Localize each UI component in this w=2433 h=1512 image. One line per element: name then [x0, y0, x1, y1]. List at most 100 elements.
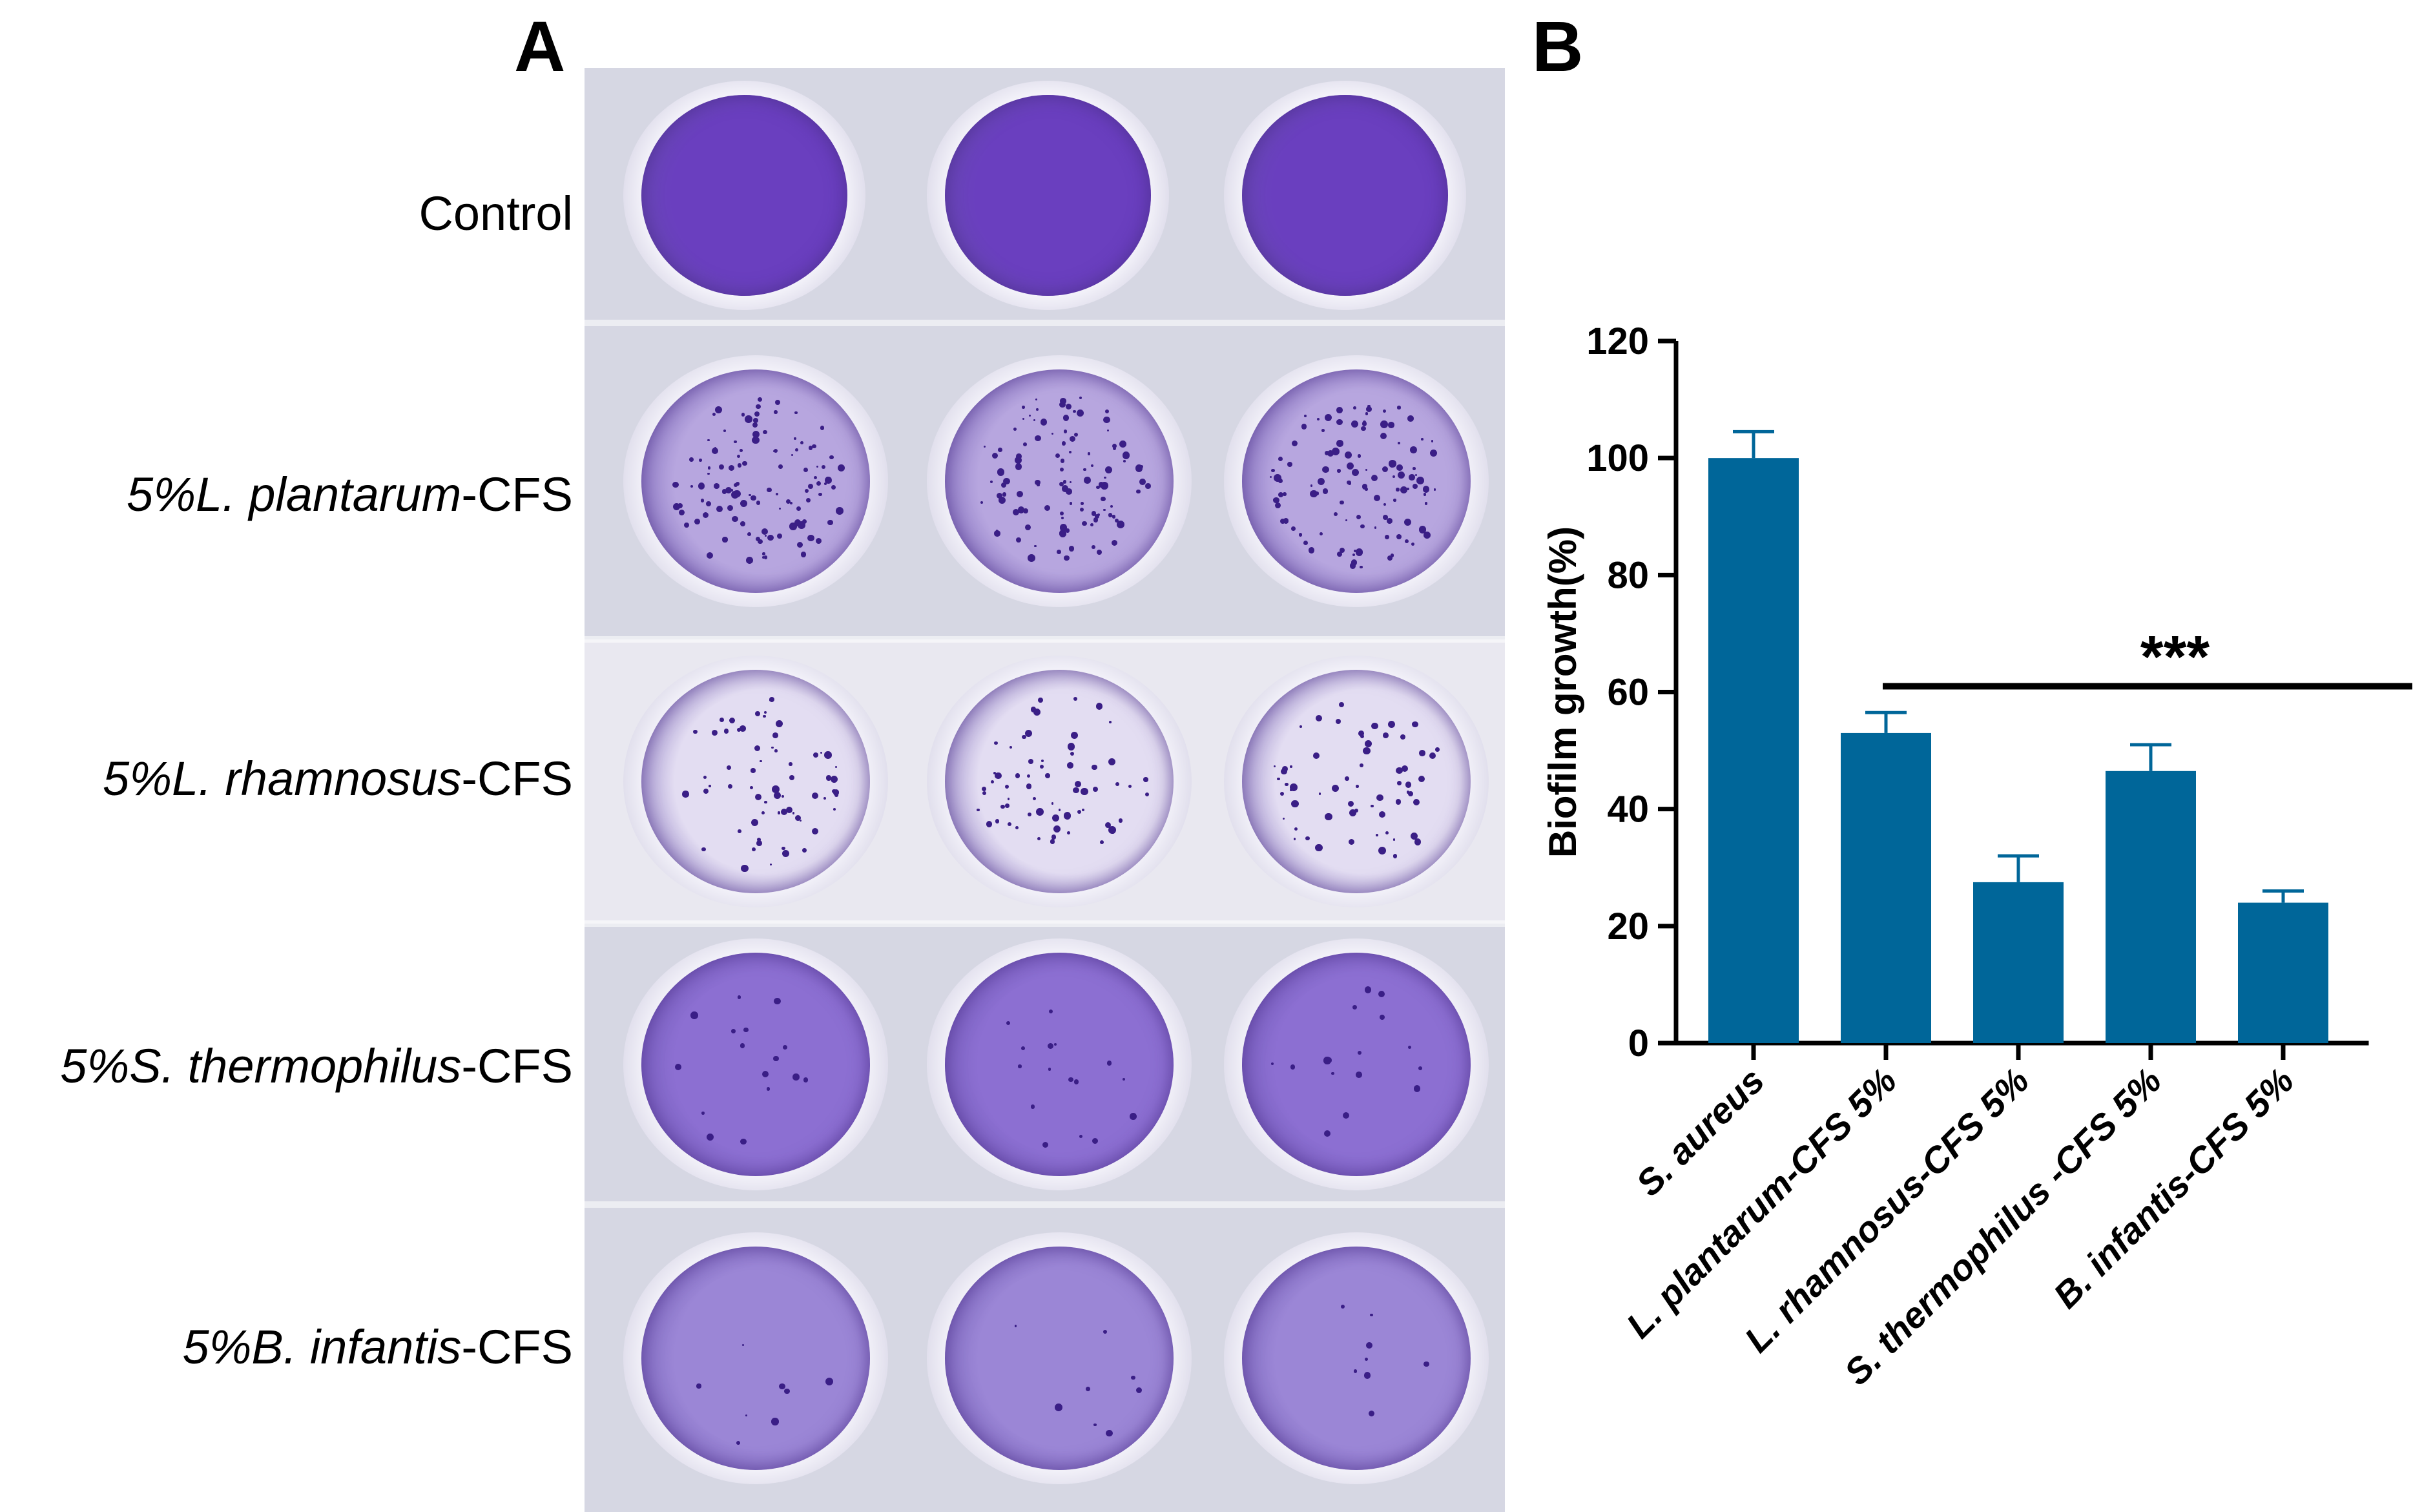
- biofilm-spot: [1059, 524, 1068, 532]
- biofilm-spot: [751, 819, 759, 827]
- biofilm-spot: [1353, 1369, 1358, 1373]
- biofilm-spot: [1073, 787, 1079, 794]
- biofilm-spot: [1348, 839, 1354, 845]
- biofilm-spot: [728, 464, 735, 471]
- biofilm-spot: [1380, 420, 1388, 428]
- biofilm-spot: [761, 555, 765, 559]
- biofilm-spot: [1435, 747, 1440, 752]
- row-label: Control: [419, 186, 573, 241]
- biofilm-spot: [1310, 484, 1313, 487]
- row-label-species: B. infantis: [251, 1320, 462, 1374]
- biofilm-spot: [1299, 725, 1302, 728]
- biofilm-spot: [1316, 715, 1323, 722]
- plate-well: [623, 938, 888, 1190]
- biofilm-spot: [1349, 809, 1357, 816]
- biofilm-spot: [1346, 462, 1354, 470]
- biofilm-spot: [1022, 442, 1027, 446]
- biofilm-spot: [1281, 768, 1287, 775]
- biofilm-spot: [778, 464, 783, 469]
- x-tick-label: L. plantarum-CFS 5%: [1619, 1060, 1905, 1346]
- biofilm-spot: [1143, 777, 1148, 782]
- biofilm-spot: [1101, 482, 1108, 490]
- biofilm-spot: [994, 530, 1000, 537]
- biofilm-spot: [1365, 488, 1369, 491]
- biofilm-spot: [1337, 552, 1343, 557]
- biofilm-spot: [1318, 792, 1321, 795]
- biofilm-spot: [1123, 460, 1126, 463]
- biofilm-spot: [1104, 476, 1106, 479]
- photo-divider: [585, 920, 1505, 927]
- biofilm-spot: [1270, 1062, 1274, 1066]
- biofilm-spot: [1315, 844, 1323, 852]
- biofilm-spot: [756, 404, 761, 409]
- plate-row-band: [585, 924, 1505, 1205]
- biofilm-spot: [1360, 734, 1364, 739]
- biofilm-spot: [1059, 467, 1064, 471]
- biofilm-spot: [1364, 1358, 1369, 1362]
- biofilm-spot: [672, 503, 680, 511]
- biofilm-spot: [831, 775, 838, 783]
- biofilm-spot: [1034, 544, 1037, 548]
- biofilm-spot: [1397, 781, 1402, 785]
- biofilm-spot: [775, 720, 783, 728]
- biofilm-spot: [766, 1087, 771, 1091]
- plate-well: [623, 81, 865, 310]
- biofilm-spot: [1393, 475, 1396, 479]
- biofilm-spot: [1431, 440, 1434, 442]
- biofilm-spot: [743, 1028, 749, 1033]
- biofilm-spot: [823, 797, 827, 800]
- biofilm-spot: [1383, 502, 1386, 506]
- biofilm-spot: [1336, 407, 1343, 413]
- biofilm-spot: [1351, 559, 1358, 566]
- biofilm-spot: [1095, 703, 1103, 710]
- biofilm-spot: [1130, 1112, 1137, 1120]
- biofilm-spot: [682, 791, 689, 798]
- biofilm-spot: [1077, 810, 1082, 814]
- biofilm-spot: [1303, 540, 1309, 546]
- biofilm-spot: [1340, 500, 1344, 505]
- biofilm-spot: [1360, 524, 1365, 529]
- y-tick-label: 60: [1607, 672, 1649, 714]
- biofilm-spot: [833, 789, 840, 796]
- biofilm-spot: [760, 760, 762, 763]
- biofilm-spot: [1037, 483, 1040, 486]
- biofilm-spot: [1026, 783, 1032, 790]
- biofilm-spot: [792, 812, 795, 815]
- biofilm-spot: [816, 537, 822, 544]
- biofilm-spot: [1412, 721, 1418, 728]
- biofilm-spot: [1040, 419, 1048, 426]
- biofilm-spot: [742, 1343, 745, 1346]
- biofilm-spot: [1047, 1043, 1053, 1050]
- row-label-species: S. thermophilus: [129, 1039, 462, 1093]
- biofilm-spot: [826, 477, 829, 480]
- biofilm-spot: [1042, 1141, 1049, 1148]
- biofilm-spot: [1325, 813, 1332, 821]
- biofilm-spot: [1094, 514, 1099, 519]
- biofilm-spot: [1140, 464, 1144, 468]
- biofilm-spot: [990, 780, 995, 784]
- biofilm-spot: [1079, 1135, 1082, 1139]
- biofilm-spot: [712, 412, 716, 416]
- biofilm-spot: [1059, 481, 1064, 486]
- biofilm-spot: [1277, 777, 1280, 781]
- biofilm-spot: [1271, 468, 1275, 473]
- biofilm-spot: [807, 483, 814, 489]
- biofilm-spot: [1398, 441, 1400, 444]
- biofilm-spot: [1048, 1068, 1051, 1072]
- biofilm-spot: [1139, 478, 1146, 485]
- biofilm-spot: [1407, 487, 1410, 490]
- biofilm-spot: [1357, 1050, 1362, 1055]
- biofilm-spot: [1376, 794, 1383, 802]
- biofilm-spot: [703, 775, 707, 779]
- biofilm-spot: [1079, 397, 1082, 400]
- biofilm-spot: [1022, 418, 1024, 420]
- biofilm-spot: [1419, 749, 1426, 756]
- biofilm-spot: [1015, 773, 1020, 778]
- biofilm-spot: [1035, 479, 1040, 485]
- row-label-suffix: -CFS: [461, 468, 573, 521]
- biofilm-spot: [831, 485, 836, 490]
- well-stain: [1242, 1247, 1471, 1470]
- well-stain: [1242, 953, 1471, 1176]
- biofilm-spot: [1336, 440, 1343, 447]
- significance-label: ***: [2140, 624, 2210, 690]
